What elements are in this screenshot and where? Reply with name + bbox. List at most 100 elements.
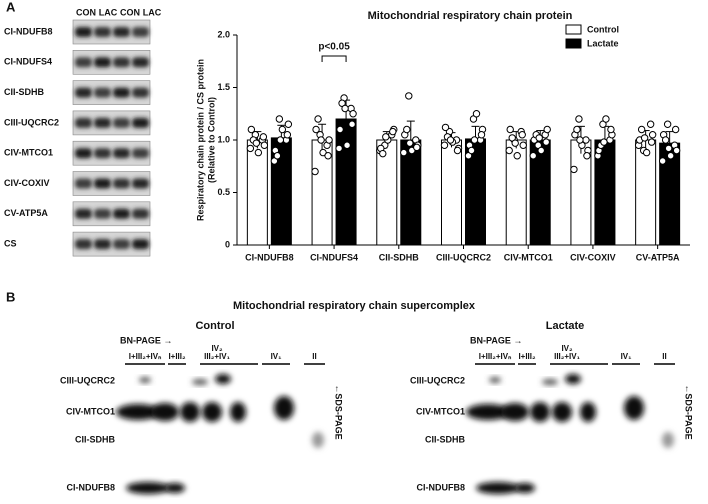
data-point bbox=[672, 146, 681, 155]
data-point bbox=[252, 139, 261, 147]
data-point bbox=[671, 125, 680, 134]
blot-band bbox=[75, 57, 92, 68]
legend-swatch bbox=[565, 38, 582, 49]
data-point bbox=[278, 125, 287, 134]
blot-band bbox=[94, 57, 111, 68]
blot-band bbox=[132, 239, 149, 250]
direction-label: ←SDS-PAGE bbox=[334, 384, 344, 439]
column-label: IV₂ bbox=[561, 344, 573, 353]
row-label: CIII-UQCRC2 bbox=[60, 375, 115, 385]
bar bbox=[441, 139, 462, 246]
protein-label: CS bbox=[4, 238, 17, 248]
blot-band bbox=[94, 239, 111, 250]
data-point bbox=[446, 136, 455, 144]
data-point bbox=[602, 115, 610, 123]
blot-spot bbox=[476, 482, 520, 494]
data-point bbox=[453, 146, 462, 155]
x-tick-label: CI-NDUFB8 bbox=[245, 252, 294, 262]
row-label: CIV-MTCO1 bbox=[66, 406, 115, 416]
blot-title: Control bbox=[195, 320, 234, 332]
y-axis-label: (Relative to Control) bbox=[206, 97, 216, 183]
panel-label: B bbox=[6, 289, 15, 304]
data-point bbox=[343, 141, 351, 149]
data-point bbox=[273, 152, 282, 160]
x-tick-label: CIV-MTCO1 bbox=[504, 252, 553, 262]
data-point bbox=[642, 148, 651, 157]
data-point bbox=[348, 120, 356, 128]
column-label: I+III₂+IVₙ bbox=[479, 352, 512, 361]
data-point bbox=[403, 125, 411, 134]
blot-spot bbox=[501, 403, 529, 421]
blot-spot bbox=[624, 396, 644, 420]
blot-band bbox=[75, 178, 92, 189]
lane-label: LAC bbox=[99, 7, 118, 17]
data-point bbox=[519, 141, 527, 149]
protein-label: CII-SDHB bbox=[4, 87, 44, 97]
blot-spot bbox=[662, 432, 674, 448]
data-point bbox=[247, 125, 256, 134]
protein-label: CV-ATP5A bbox=[4, 208, 48, 218]
data-point bbox=[314, 115, 322, 123]
data-point bbox=[405, 92, 413, 100]
blot-band bbox=[132, 208, 149, 219]
blot-band bbox=[94, 87, 111, 98]
protein-label: CIV-COXIV bbox=[4, 178, 50, 188]
data-point bbox=[472, 110, 481, 118]
column-label: IV₁ bbox=[621, 352, 633, 361]
blot-band bbox=[113, 117, 130, 128]
legend-label: Lactate bbox=[587, 38, 619, 48]
lane-label: CON bbox=[76, 7, 96, 17]
protein-label: CIII-UQCRC2 bbox=[4, 117, 59, 127]
blot-spot bbox=[542, 379, 558, 385]
blot-band bbox=[94, 208, 111, 219]
column-label: II bbox=[312, 352, 316, 361]
y-axis-label: Respiratory chain protein / CS protein bbox=[195, 59, 205, 221]
blot-spot bbox=[139, 377, 151, 383]
data-point bbox=[382, 133, 390, 141]
data-point bbox=[254, 148, 263, 157]
data-point bbox=[518, 131, 526, 139]
data-point bbox=[666, 152, 675, 160]
blot-band bbox=[94, 148, 111, 159]
protein-label: CI-NDUFB8 bbox=[4, 26, 53, 36]
data-point bbox=[335, 144, 343, 153]
lane-label: LAC bbox=[143, 7, 162, 17]
panel-label: A bbox=[6, 0, 16, 14]
data-point bbox=[573, 125, 581, 134]
data-point bbox=[535, 134, 543, 142]
chart-title: Mitochondrial respiratory chain protein bbox=[368, 10, 573, 22]
direction-label: BN-PAGE → bbox=[470, 335, 522, 345]
y-tick-label: 0.5 bbox=[217, 187, 230, 197]
blot-band bbox=[132, 27, 149, 37]
data-point bbox=[440, 141, 449, 149]
column-label: IV₁ bbox=[271, 352, 283, 361]
direction-label: BN-PAGE → bbox=[120, 335, 172, 345]
blot-spot bbox=[530, 402, 550, 422]
blot-band bbox=[132, 178, 149, 189]
data-point bbox=[470, 136, 479, 144]
blot-spot bbox=[202, 402, 222, 422]
blot-band bbox=[75, 208, 92, 219]
column-label: III₂+IV₁ bbox=[204, 352, 230, 361]
data-point bbox=[529, 152, 537, 160]
blot-spot bbox=[215, 374, 231, 384]
data-point bbox=[311, 167, 319, 176]
data-point bbox=[324, 152, 332, 160]
column-label: II bbox=[662, 352, 666, 361]
annotation: p<0.05 bbox=[318, 42, 350, 53]
blot-band bbox=[113, 178, 130, 189]
data-point bbox=[284, 120, 293, 128]
legend-swatch bbox=[565, 24, 582, 35]
data-point bbox=[379, 149, 387, 158]
row-label: CIII-UQCRC2 bbox=[410, 375, 465, 385]
blot-band bbox=[94, 27, 111, 37]
blot-band bbox=[113, 208, 130, 219]
row-label: CII-SDHB bbox=[75, 434, 115, 444]
blot-spot bbox=[274, 396, 294, 420]
data-point bbox=[276, 136, 285, 144]
column-label: III₂+IV₁ bbox=[554, 352, 580, 361]
blot-band bbox=[75, 239, 92, 250]
legend-label: Control bbox=[587, 24, 619, 34]
